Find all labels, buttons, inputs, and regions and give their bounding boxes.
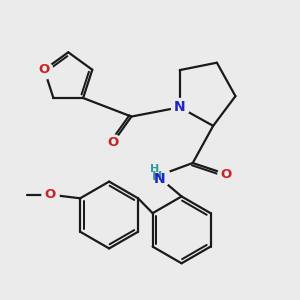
Text: H: H — [152, 169, 163, 182]
Text: N: N — [174, 100, 185, 114]
Text: O: O — [220, 168, 232, 181]
Text: O: O — [44, 188, 55, 201]
Text: N: N — [154, 172, 165, 186]
Text: O: O — [107, 136, 118, 149]
Text: H: H — [150, 164, 160, 174]
Text: O: O — [39, 63, 50, 76]
